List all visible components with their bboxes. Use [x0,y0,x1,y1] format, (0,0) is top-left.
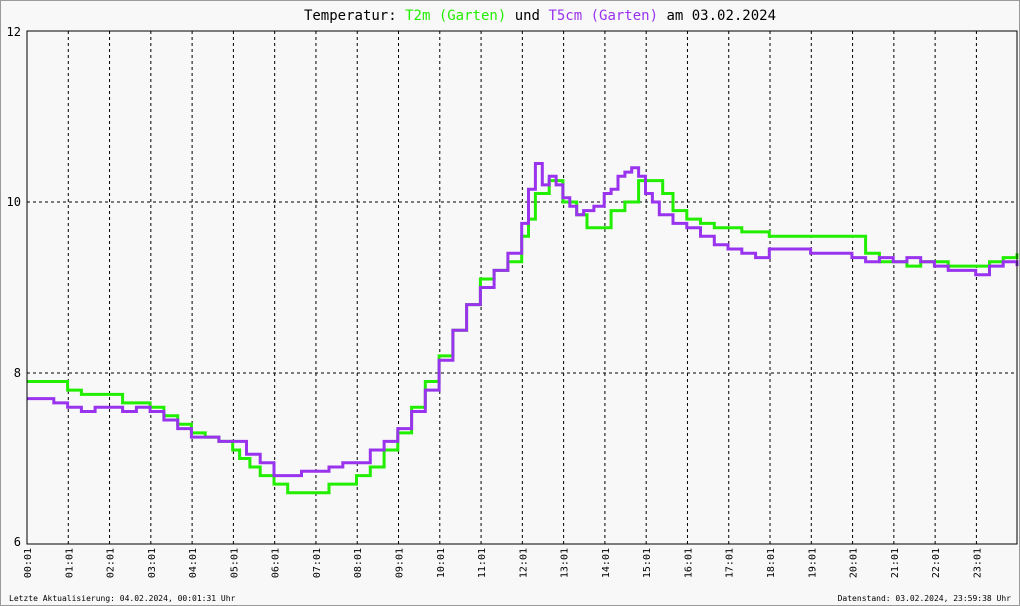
x-tick-label: 21:01 [890,548,901,578]
x-tick-label: 00:01 [23,548,34,578]
title-suffix: am 03.02.2024 [666,8,776,24]
x-tick-label: 05:01 [229,548,240,578]
x-tick-label: 11:01 [477,548,488,578]
x-tick-label: 01:01 [64,548,75,578]
series-lines [27,162,1019,495]
grid-lines [27,31,1017,544]
x-tick-label: 13:01 [560,548,571,578]
x-tick-label: 03:01 [147,548,158,578]
x-tick-label: 15:01 [642,548,653,578]
x-tick-label: 19:01 [807,548,818,578]
x-tick-label: 06:01 [271,548,282,578]
series-t5cm-line [27,162,1019,478]
x-tick-label: 04:01 [188,548,199,578]
y-tick-label: 10 [7,195,21,209]
title-prefix: Temperatur: [304,8,397,24]
x-tick-label: 18:01 [766,548,777,578]
chart-title: Temperatur: T2m (Garten) und T5cm (Garte… [304,8,776,24]
x-tick-label: 09:01 [395,548,406,578]
x-tick-label: 02:01 [106,548,117,578]
plot-border [26,30,1018,545]
x-tick-label: 14:01 [601,548,612,578]
x-tick-label: 16:01 [683,548,694,578]
footer-data-status: Datenstand: 03.02.2024, 23:59:38 Uhr [837,594,1011,603]
x-tick-label: 23:01 [972,548,983,578]
y-tick-label: 12 [7,25,21,39]
x-tick-label: 20:01 [849,548,860,578]
title-connector: und [515,8,540,24]
title-series-t2m: T2m (Garten) [405,8,506,24]
x-tick-labels: 00:01 01:01 02:01 03:01 04:01 05:01 06:01 07:01… [23,548,983,578]
x-tick-label: 12:01 [518,548,529,578]
y-tick-label: 6 [14,535,21,549]
y-tick-label: 8 [14,366,21,380]
x-tick-label: 08:01 [353,548,364,578]
x-tick-label: 22:01 [931,548,942,578]
footer-last-update: Letzte Aktualisierung: 04.02.2024, 00:01… [9,594,236,603]
x-tick-label: 07:01 [312,548,323,578]
title-series-t5cm: T5cm (Garten) [548,8,658,24]
y-tick-labels: 6 8 10 12 [7,25,21,549]
x-tick-label: 17:01 [725,548,736,578]
x-tick-label: 10:01 [436,548,447,578]
